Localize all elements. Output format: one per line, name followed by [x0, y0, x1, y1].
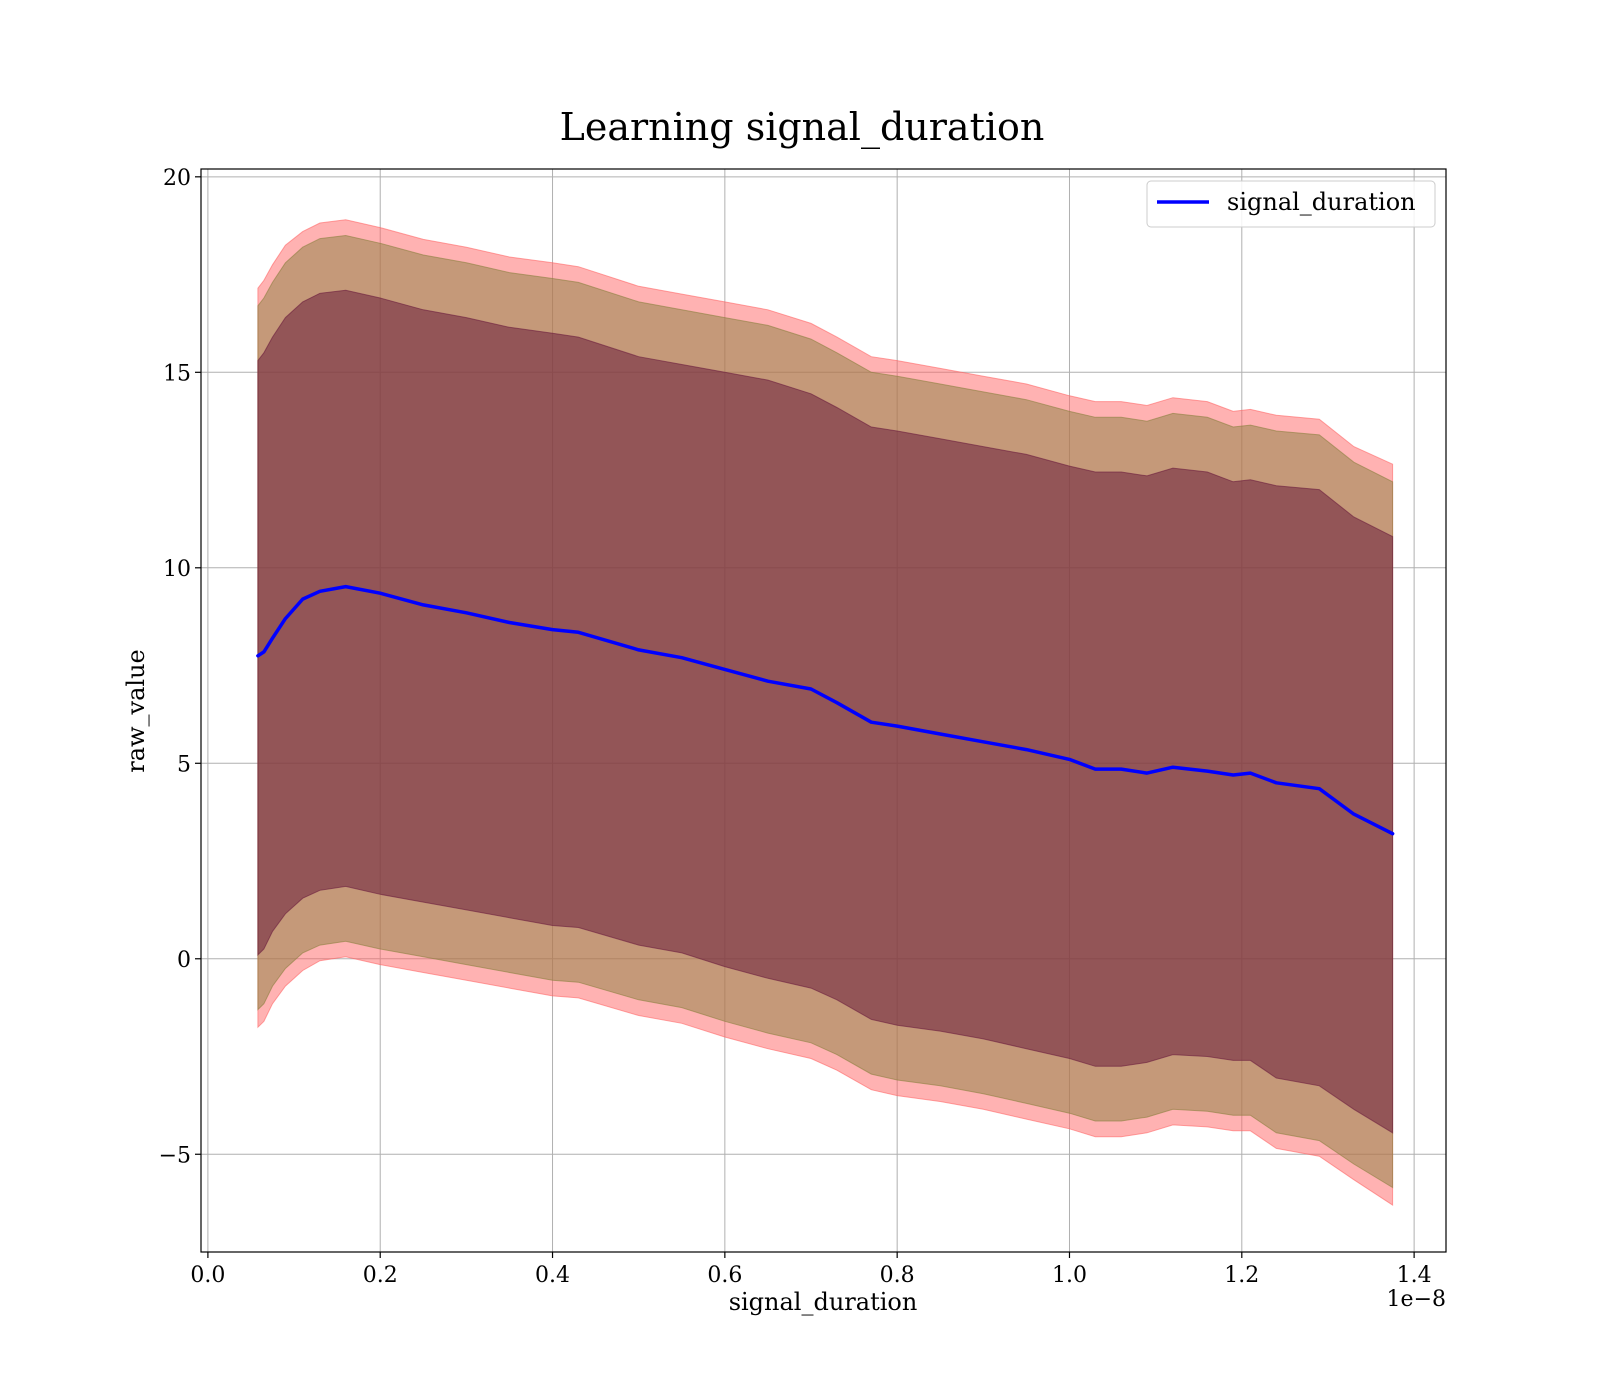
x-tick-label: 0.8 [880, 1263, 915, 1288]
y-tick-label: 0 [177, 948, 191, 973]
legend: signal_duration [1146, 180, 1436, 228]
y-tick-label: 5 [177, 752, 191, 777]
x-axis-offset-label: 1e−8 [1387, 1287, 1446, 1312]
confidence-band-3 [257, 289, 1394, 1134]
x-axis-label: signal_duration [729, 1288, 918, 1316]
y-tick-label: 10 [163, 557, 191, 582]
legend-label-signal-duration: signal_duration [1227, 188, 1416, 216]
legend-box [1146, 180, 1436, 228]
x-tick-label: 1.2 [1224, 1263, 1259, 1288]
plot-frame [200, 168, 1447, 1253]
x-tick-label: 1.4 [1397, 1263, 1432, 1288]
series-line-signal-duration [256, 584, 1395, 836]
axis-ticks: 0.0 0.2 0.4 0.6 0.8 1.0 1.2 1.4 −5 0 5 10 15 20 [159, 166, 1432, 1288]
x-tick-label: 0.0 [190, 1263, 225, 1288]
y-axis-label: raw_value [122, 649, 150, 773]
y-tick-label: 15 [163, 361, 191, 386]
y-tick-label: −5 [159, 1143, 191, 1168]
confidence-bands [257, 219, 1394, 1207]
x-tick-label: 0.4 [535, 1263, 570, 1288]
y-tick-label: 20 [163, 166, 191, 191]
chart-title: Learning signal_duration [560, 105, 1045, 150]
x-tick-label: 0.2 [363, 1263, 398, 1288]
x-tick-label: 1.0 [1052, 1263, 1087, 1288]
series-lines [256, 584, 1395, 836]
x-tick-label: 0.6 [707, 1263, 742, 1288]
